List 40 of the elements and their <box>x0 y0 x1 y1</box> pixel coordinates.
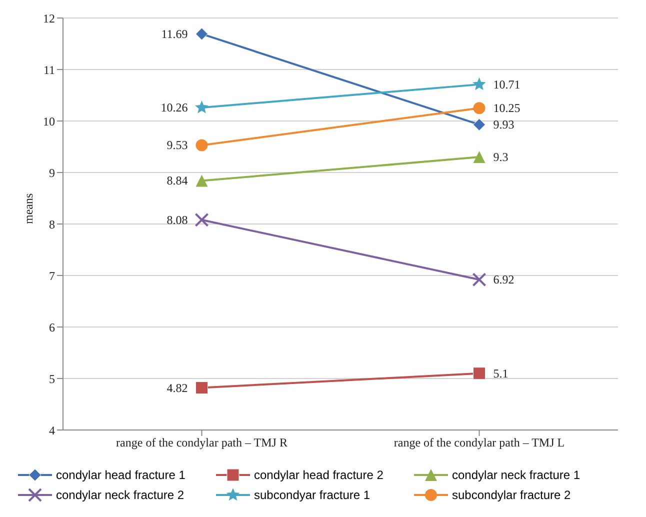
legend-label: subcondyar fracture 1 <box>254 488 370 502</box>
data-label: 10.26 <box>160 100 188 115</box>
point <box>473 118 486 131</box>
data-label: 9.93 <box>493 118 514 132</box>
point <box>196 139 208 152</box>
data-label: 9.3 <box>493 150 508 164</box>
x-tick-label: range of the condylar path – TMJ L <box>394 436 565 450</box>
data-label: 11.69 <box>161 26 188 41</box>
y-tick-label: 10 <box>43 114 55 128</box>
point <box>194 212 209 227</box>
y-tick-label: 12 <box>43 11 55 26</box>
y-tick-label: 8 <box>49 217 55 232</box>
y-tick-label: 6 <box>49 320 55 334</box>
y-tick-label: 9 <box>49 166 55 180</box>
data-label: 6.92 <box>493 272 514 287</box>
point <box>196 28 208 40</box>
legend-label: condylar head fracture 2 <box>254 468 384 482</box>
y-tick-label: 5 <box>49 372 55 386</box>
point <box>473 367 486 380</box>
data-label: 8.84 <box>166 174 188 188</box>
point <box>472 272 486 287</box>
point <box>196 382 208 394</box>
data-label: 10.71 <box>493 77 520 92</box>
data-label: 9.53 <box>166 138 188 152</box>
data-label: 8.08 <box>166 212 188 227</box>
x-tick-label: range of the condylar path – TMJ R <box>116 436 288 450</box>
data-label: 5.1 <box>493 366 508 380</box>
data-label: 4.82 <box>166 380 188 395</box>
point <box>195 100 208 114</box>
data-label: 10.25 <box>493 101 520 116</box>
point <box>473 102 486 114</box>
legend-label: condylar neck fracture 1 <box>452 468 580 482</box>
point <box>472 77 486 90</box>
legend-label: condylar neck fracture 2 <box>56 488 184 502</box>
y-axis-title: means <box>21 193 36 224</box>
y-tick-label: 11 <box>43 62 55 77</box>
y-tick-label: 7 <box>49 268 55 283</box>
y-tick-label: 4 <box>49 423 55 438</box>
legend-label: subcondylar fracture 2 <box>452 488 571 502</box>
legend-label: condylar head fracture 1 <box>56 468 186 482</box>
